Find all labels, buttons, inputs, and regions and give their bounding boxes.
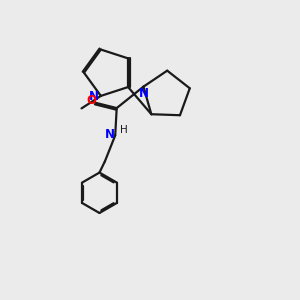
Text: N: N: [105, 128, 115, 141]
Text: N: N: [138, 87, 148, 100]
Text: N: N: [88, 90, 98, 103]
Text: O: O: [86, 94, 96, 106]
Text: H: H: [120, 125, 128, 135]
